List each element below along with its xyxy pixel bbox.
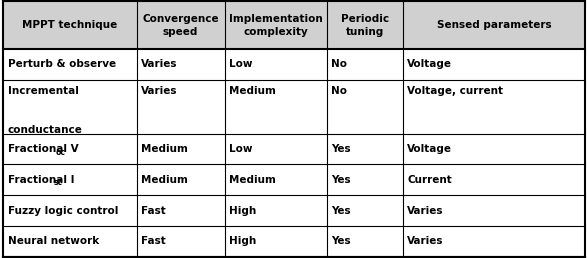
Text: Neural network: Neural network — [8, 236, 99, 246]
Bar — [225, 49, 327, 80]
Text: Yes: Yes — [332, 206, 351, 215]
Bar — [3, 80, 136, 134]
Text: sc: sc — [54, 178, 63, 187]
Bar — [225, 164, 327, 195]
Text: Yes: Yes — [332, 236, 351, 246]
Text: No: No — [332, 59, 348, 69]
Bar — [136, 49, 225, 80]
Bar — [3, 195, 136, 226]
Text: Fractional V: Fractional V — [8, 144, 78, 154]
Bar — [136, 226, 225, 257]
Bar — [327, 1, 403, 49]
Bar — [136, 195, 225, 226]
Text: Yes: Yes — [332, 144, 351, 154]
Bar — [327, 49, 403, 80]
Text: Fast: Fast — [141, 206, 166, 215]
Text: Low: Low — [229, 59, 253, 69]
Text: High: High — [229, 236, 256, 246]
Bar — [327, 195, 403, 226]
Bar — [3, 226, 136, 257]
Text: Convergence
speed: Convergence speed — [142, 13, 219, 37]
Bar — [3, 1, 136, 49]
Text: Medium: Medium — [229, 86, 276, 96]
Text: Periodic
tuning: Periodic tuning — [340, 13, 389, 37]
Bar — [403, 226, 585, 257]
Bar — [225, 80, 327, 134]
Bar — [327, 134, 403, 164]
Bar — [3, 134, 136, 164]
Text: Medium: Medium — [229, 175, 276, 185]
Text: Sensed parameters: Sensed parameters — [436, 20, 551, 30]
Text: Varies: Varies — [141, 86, 178, 96]
Bar — [225, 1, 327, 49]
Text: Varies: Varies — [407, 206, 444, 215]
Bar — [327, 164, 403, 195]
Text: Yes: Yes — [332, 175, 351, 185]
Bar — [327, 80, 403, 134]
Bar — [136, 164, 225, 195]
Bar — [225, 134, 327, 164]
Text: Varies: Varies — [141, 59, 178, 69]
Bar — [403, 195, 585, 226]
Text: Fast: Fast — [141, 236, 166, 246]
Text: Voltage: Voltage — [407, 59, 452, 69]
Bar — [327, 226, 403, 257]
Bar — [3, 49, 136, 80]
Text: Voltage: Voltage — [407, 144, 452, 154]
Bar — [3, 164, 136, 195]
Bar — [136, 1, 225, 49]
Text: Voltage, current: Voltage, current — [407, 86, 503, 96]
Text: Implementation
complexity: Implementation complexity — [229, 13, 322, 37]
Bar — [225, 226, 327, 257]
Text: oc: oc — [56, 148, 66, 157]
Bar — [403, 80, 585, 134]
Text: Low: Low — [229, 144, 253, 154]
Text: MPPT technique: MPPT technique — [22, 20, 118, 30]
Text: Varies: Varies — [407, 236, 444, 246]
Text: No: No — [332, 86, 348, 96]
Text: High: High — [229, 206, 256, 215]
Text: Current: Current — [407, 175, 452, 185]
Bar — [403, 49, 585, 80]
Text: Fuzzy logic control: Fuzzy logic control — [8, 206, 118, 215]
Bar — [225, 195, 327, 226]
Text: Medium: Medium — [141, 175, 188, 185]
Bar — [403, 164, 585, 195]
Text: Incremental

conductance: Incremental conductance — [8, 86, 82, 135]
Text: Perturb & observe: Perturb & observe — [8, 59, 116, 69]
Bar — [136, 80, 225, 134]
Bar — [403, 1, 585, 49]
Text: Fractional I: Fractional I — [8, 175, 74, 185]
Bar — [403, 134, 585, 164]
Text: Medium: Medium — [141, 144, 188, 154]
Bar — [136, 134, 225, 164]
